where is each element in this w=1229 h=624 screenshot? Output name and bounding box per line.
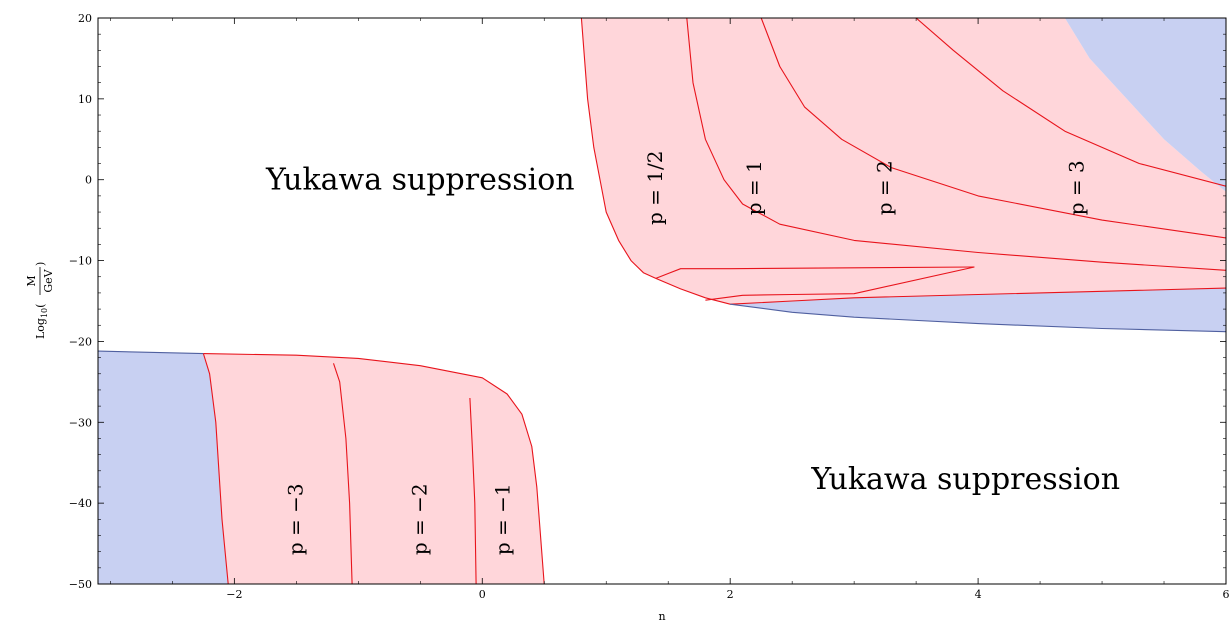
y-label-log: Log [34, 318, 47, 339]
curve-p-minus-2 [332, 363, 353, 584]
p-value-label: p = −2 [408, 483, 432, 555]
y-label-subscript: 10 [40, 308, 49, 318]
y-tick-label: −30 [69, 416, 92, 429]
yukawa-suppression-label: Yukawa suppression [265, 163, 575, 198]
annotations: Yukawa suppression Yukawa suppression p = … [265, 151, 1120, 556]
y-tick-label: −10 [69, 255, 92, 268]
curve-p-2 [760, 18, 1226, 239]
y-tick-label: −50 [69, 578, 92, 591]
p-value-label: p = 1 [742, 160, 766, 215]
y-label-prefix: Log10( [34, 304, 49, 339]
y-label-numerator: M [25, 275, 38, 286]
curve-lower-blue-top [98, 350, 204, 355]
lower-pink-region [203, 353, 545, 584]
y-axis-label: Log10( M GeV ) [25, 262, 55, 339]
curve-p-minus-3 [202, 353, 229, 584]
x-axis-label: n [658, 610, 665, 623]
x-tick-label: 4 [975, 588, 982, 601]
x-tick-label: 6 [1223, 588, 1229, 601]
yukawa-suppression-label: Yukawa suppression [810, 462, 1120, 497]
shaded-regions [98, 18, 1226, 584]
x-tick-label: 2 [727, 588, 734, 601]
y-tick-label: −20 [69, 335, 92, 348]
p-value-label: p = −1 [491, 483, 515, 555]
upper-pink-region [581, 18, 1226, 305]
y-tick-label: 0 [85, 174, 92, 187]
p-value-label: p = 1/2 [643, 151, 667, 225]
p-value-label: p = −3 [284, 483, 308, 555]
top-right-blue-region [1064, 18, 1226, 192]
curve-p-minus-1 [469, 397, 477, 584]
x-tick-label: 0 [479, 588, 486, 601]
boundary-curves [98, 18, 1226, 584]
curve-p-half-lower [705, 266, 975, 301]
y-tick-label: 10 [78, 93, 92, 106]
lower-blue-region [98, 351, 229, 584]
p-value-label: p = 3 [1065, 160, 1089, 215]
x-tick-label: −2 [226, 588, 242, 601]
y-label-close: ) [34, 262, 47, 266]
curve-p-1 [686, 18, 1226, 271]
y-tick-label: 20 [78, 12, 92, 25]
y-label-denominator: GeV [42, 268, 55, 292]
curve-lower-top [203, 353, 545, 584]
upper-blue-region [730, 288, 1226, 332]
y-tick-label: −40 [69, 497, 92, 510]
curve-p-half-inner [655, 266, 975, 279]
p-value-label: p = 2 [872, 160, 896, 215]
curve-p-3 [915, 18, 1226, 187]
curve-upper-blue-bottom [730, 303, 1226, 333]
plot-frame [97, 17, 1227, 585]
